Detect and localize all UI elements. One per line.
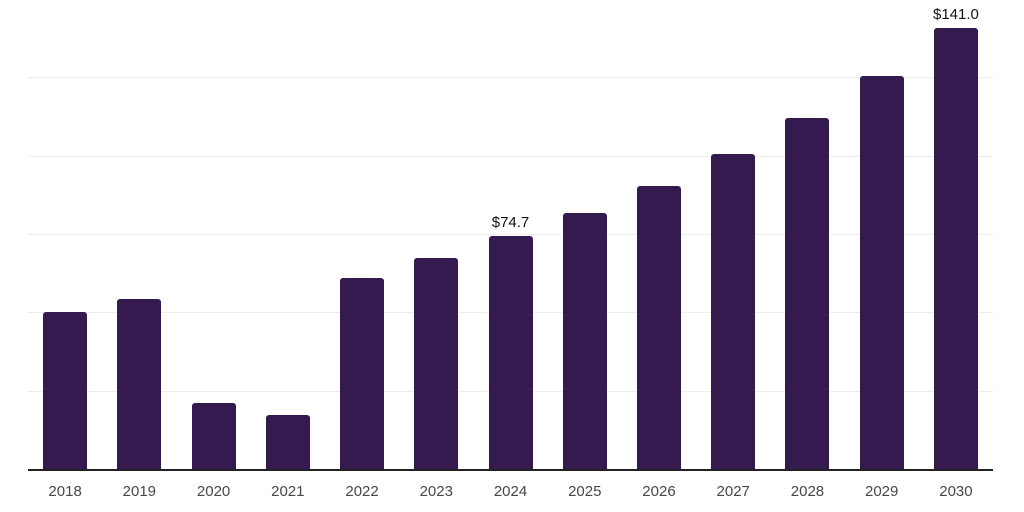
bar-2029 xyxy=(859,76,904,470)
x-tick-label: 2021 xyxy=(271,482,305,500)
bar-2022 xyxy=(340,277,385,470)
bar-cell: $141.0 xyxy=(919,0,993,470)
bar-cell xyxy=(251,0,325,470)
bar-2024 xyxy=(488,235,533,470)
bar-cell xyxy=(548,0,622,470)
x-tick-label: 2028 xyxy=(790,482,825,500)
bar-cell xyxy=(102,0,176,470)
gridline-y-125 xyxy=(28,77,993,79)
bar-cell xyxy=(845,0,919,470)
plot-area: $74.7 $141.0 xyxy=(28,0,993,471)
x-axis-line xyxy=(28,469,993,471)
bar-cell xyxy=(28,0,102,470)
bar-cell xyxy=(399,0,473,470)
x-tick-label: 2020 xyxy=(196,482,231,500)
bar-cell xyxy=(696,0,770,470)
bar-cell xyxy=(770,0,844,470)
bar-cell xyxy=(622,0,696,470)
bar-2019 xyxy=(117,298,162,470)
bar-2027 xyxy=(711,154,756,470)
bar-2020 xyxy=(191,402,236,470)
x-tick-label: 2029 xyxy=(865,482,899,500)
x-tick-label: 2023 xyxy=(419,482,453,500)
x-axis-tick-labels: 2018 2019 2020 2021 2022 2023 2024 2025 2026 2027… xyxy=(28,470,993,512)
x-tick-label: 2022 xyxy=(345,482,379,500)
x-tick-label: 2018 xyxy=(48,482,82,500)
bar-cell: $74.7 xyxy=(473,0,547,470)
bar-2026 xyxy=(636,186,681,470)
x-tick-label: 2024 xyxy=(493,482,528,500)
x-tick-label: 2027 xyxy=(716,482,750,500)
bar-2030 xyxy=(933,28,978,470)
gridline-y-75 xyxy=(28,234,993,235)
bar-2025 xyxy=(562,212,607,470)
gridline-y-100 xyxy=(28,155,993,157)
bar-value-label: $74.7 xyxy=(491,213,530,231)
x-tick-label: 2026 xyxy=(642,482,676,500)
x-tick-label: 2025 xyxy=(568,482,602,500)
bar-2023 xyxy=(414,257,459,470)
bar-2028 xyxy=(785,117,830,470)
bar-cell xyxy=(325,0,399,470)
bar-cell xyxy=(176,0,250,470)
x-tick-label: 2019 xyxy=(122,482,157,500)
bar-2021 xyxy=(265,415,310,470)
bar-value-label: $141.0 xyxy=(932,6,979,24)
bar-2018 xyxy=(43,312,88,470)
x-tick-label: 2030 xyxy=(939,482,973,500)
bars-row: $74.7 $141.0 xyxy=(28,0,993,470)
